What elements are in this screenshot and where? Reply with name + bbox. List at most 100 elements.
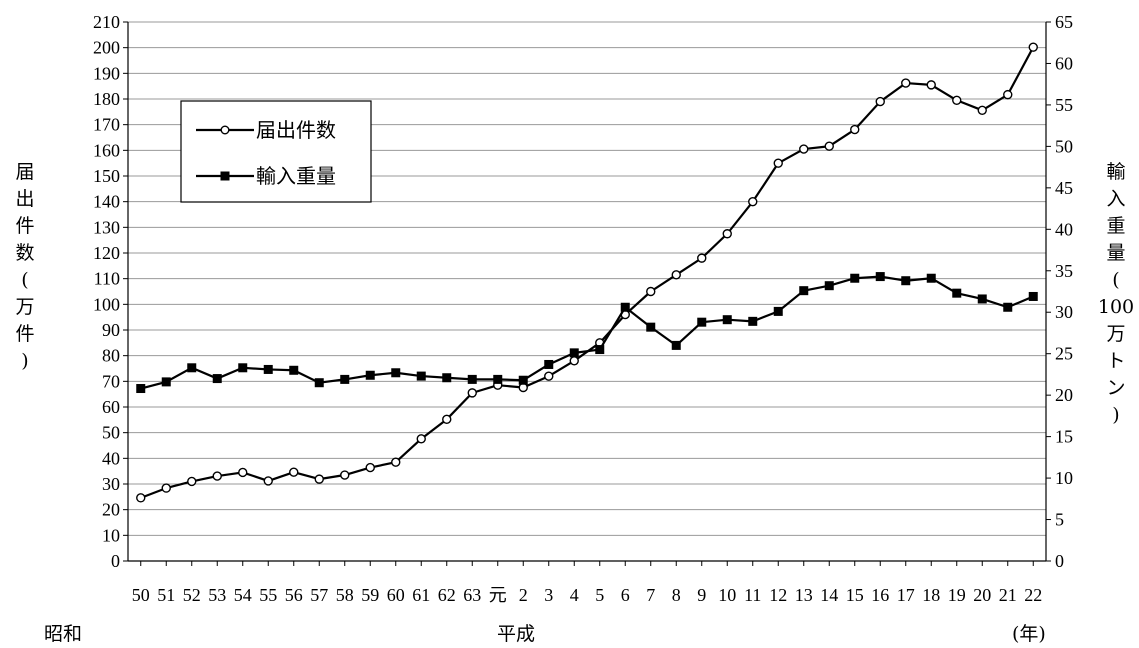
data-point-square — [1028, 291, 1038, 301]
right-tick-label: 35 — [1055, 261, 1073, 281]
axes — [127, 22, 1047, 562]
left-tick-label: 80 — [102, 346, 120, 366]
x-tick-label: 10 — [718, 585, 736, 605]
data-point-circle — [340, 470, 350, 480]
data-point-square — [671, 340, 681, 350]
left-tick-label: 190 — [93, 63, 120, 83]
data-point-square — [799, 286, 809, 296]
x-tick-label: 54 — [234, 585, 252, 605]
x-tick-label: 6 — [621, 585, 630, 605]
left-tick-label: 60 — [102, 397, 120, 417]
data-point-square — [212, 374, 222, 384]
x-tick-label: 3 — [544, 585, 553, 605]
right-tick-label: 5 — [1055, 510, 1064, 530]
x-tick-label: 4 — [570, 585, 579, 605]
data-point-square — [875, 272, 885, 282]
left-tick-label: 140 — [93, 192, 120, 212]
right-tick-label: 65 — [1055, 12, 1073, 32]
x-tick-label: 59 — [361, 585, 379, 605]
left-tick-label: 180 — [93, 89, 120, 109]
data-point-square — [289, 365, 299, 375]
x-tick-label: 12 — [769, 585, 787, 605]
left-tick-label: 30 — [102, 474, 120, 494]
data-point-circle — [314, 474, 324, 484]
data-point-square — [187, 363, 197, 373]
data-point-square — [926, 273, 936, 283]
data-point-square — [952, 288, 962, 298]
right-tick-label: 50 — [1055, 136, 1073, 156]
legend-box — [180, 100, 372, 203]
data-point-square — [773, 306, 783, 316]
x-tick-label: 17 — [897, 585, 915, 605]
data-point-square — [161, 377, 171, 387]
data-point-circle — [263, 476, 273, 486]
data-point-square — [620, 302, 630, 312]
left-tick-label: 130 — [93, 217, 120, 237]
x-tick-label: 62 — [438, 585, 456, 605]
data-point-circle — [136, 493, 146, 503]
era-label-showa: 昭和 — [44, 623, 82, 645]
x-tick-label: 元 — [489, 585, 507, 605]
x-tick-label: 13 — [795, 585, 813, 605]
right-tick-label: 30 — [1055, 302, 1073, 322]
x-tick-label: 9 — [697, 585, 706, 605]
data-point-square — [569, 348, 579, 358]
x-axis-ticks: 50 51 52 53 54 55 56 57 58 59 60 61 62 63 元 2 3 4 5 6 7 8 9 10 1… — [132, 561, 1042, 605]
data-point-circle — [901, 78, 911, 88]
x-tick-label: 15 — [846, 585, 864, 605]
left-tick-label: 40 — [102, 448, 120, 468]
data-point-circle — [850, 124, 860, 135]
data-point-circle — [799, 144, 809, 154]
x-tick-label: 2 — [519, 585, 528, 605]
right-tick-label: 10 — [1055, 468, 1073, 488]
series-line — [140, 275, 1034, 390]
data-point-square — [416, 371, 426, 381]
x-tick-label: 53 — [208, 585, 226, 605]
data-point-square — [901, 276, 911, 286]
x-tick-label: 14 — [820, 585, 838, 605]
legend-marker-square — [220, 171, 230, 181]
x-tick-label: 5 — [595, 585, 604, 605]
left-tick-label: 10 — [102, 525, 120, 545]
data-point-circle — [748, 196, 758, 207]
data-point-circle — [977, 105, 987, 115]
left-tick-label: 150 — [93, 166, 120, 186]
left-tick-label: 20 — [102, 500, 120, 520]
gridlines — [128, 21, 1046, 536]
data-point-circle — [391, 457, 401, 467]
right-tick-label: 20 — [1055, 385, 1073, 405]
y-axis-title-left: 届出件数(万件) — [15, 161, 34, 372]
data-point-circle — [875, 96, 885, 107]
data-point-square — [850, 273, 860, 283]
data-point-square — [824, 281, 834, 291]
data-point-circle — [467, 388, 477, 398]
data-point-circle — [238, 467, 248, 478]
data-point-circle — [416, 434, 426, 444]
legend-marker-circle — [220, 125, 230, 135]
x-tick-label: 61 — [412, 585, 430, 605]
data-point-circle — [926, 80, 936, 90]
data-point-circle — [569, 356, 579, 366]
data-point-square — [1003, 302, 1013, 312]
left-tick-label: 50 — [102, 423, 120, 443]
x-tick-label: 16 — [871, 585, 889, 605]
left-tick-label: 0 — [111, 551, 120, 571]
series-2 — [136, 272, 1038, 394]
right-tick-label: 0 — [1055, 551, 1064, 571]
left-tick-label: 160 — [93, 140, 120, 160]
left-tick-label: 90 — [102, 320, 120, 340]
data-point-square — [467, 374, 477, 384]
x-tick-label: 63 — [463, 585, 481, 605]
data-point-square — [442, 373, 452, 383]
data-point-square — [340, 374, 350, 384]
data-point-square — [977, 294, 987, 304]
legend-label-2: 輸入重量 — [256, 164, 336, 188]
data-point-square — [238, 363, 248, 373]
data-point-square — [697, 317, 707, 327]
data-point-square — [493, 374, 503, 384]
left-tick-label: 210 — [93, 12, 120, 32]
year-unit-label: (年) — [1012, 623, 1046, 645]
x-tick-label: 21 — [999, 585, 1017, 605]
right-tick-label: 60 — [1055, 53, 1073, 73]
